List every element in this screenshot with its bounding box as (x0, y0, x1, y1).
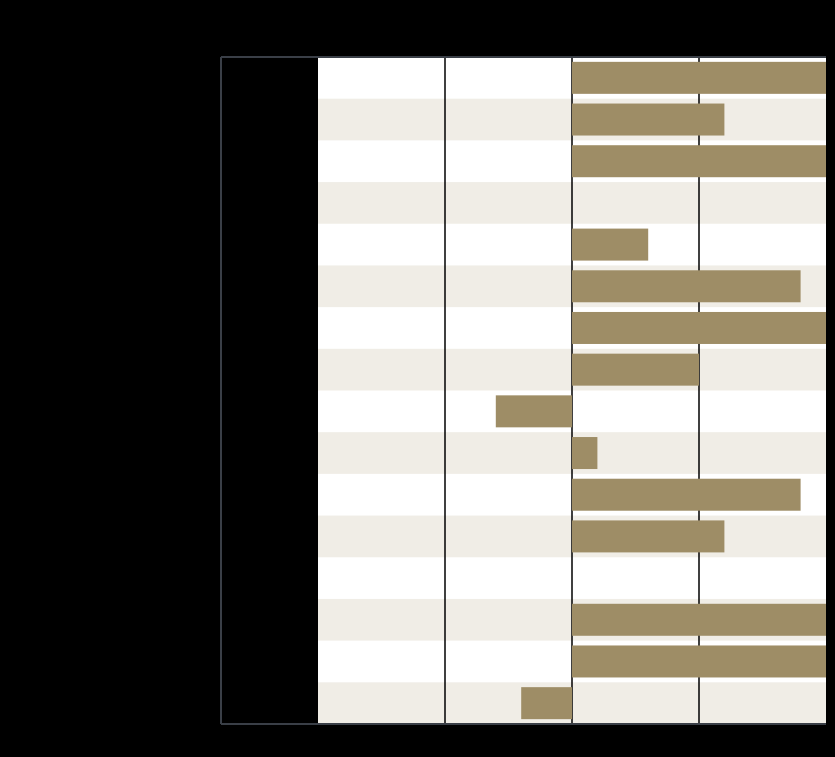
bar (572, 61, 826, 94)
bar (572, 478, 801, 511)
bar (572, 353, 699, 386)
bar (572, 520, 725, 553)
label-column (221, 57, 318, 724)
bar (572, 603, 826, 636)
bar (495, 395, 572, 428)
bar (572, 228, 649, 261)
bar (572, 270, 801, 303)
bar (572, 437, 598, 470)
bar (572, 103, 725, 136)
bar (572, 311, 826, 344)
bar (572, 145, 826, 178)
bar (521, 687, 572, 720)
bar (572, 645, 826, 678)
